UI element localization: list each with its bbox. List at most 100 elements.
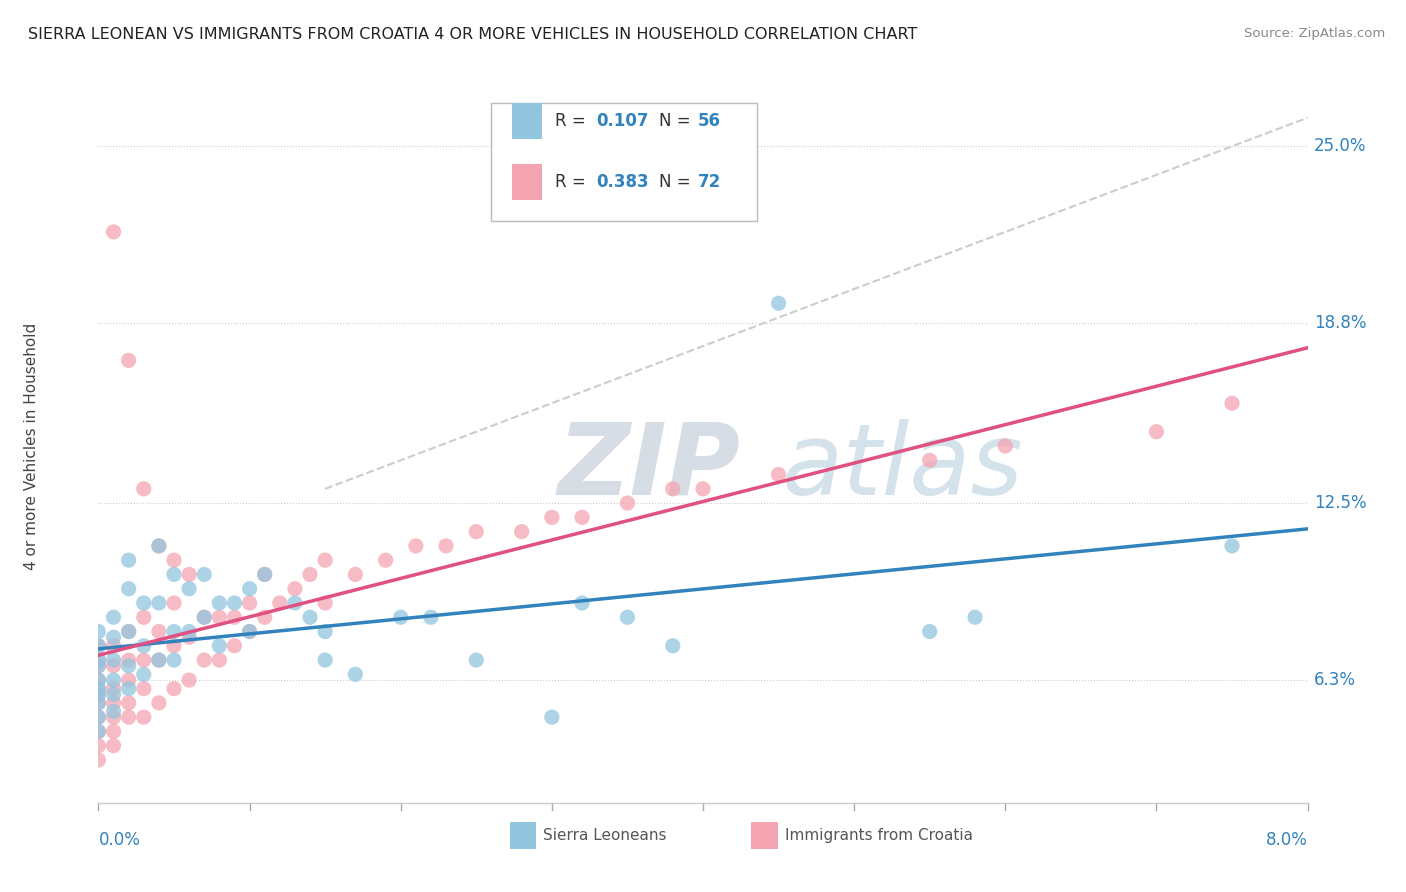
FancyBboxPatch shape: [509, 822, 536, 849]
Point: [253, 567, 276, 582]
Text: 0.107: 0.107: [596, 112, 650, 130]
Point: [87, 681, 110, 696]
Point: [148, 653, 170, 667]
Point: [1146, 425, 1168, 439]
Point: [224, 596, 246, 610]
Point: [103, 630, 125, 644]
Point: [103, 705, 125, 719]
Point: [87, 681, 110, 696]
Point: [208, 653, 231, 667]
Point: [918, 453, 941, 467]
Point: [284, 596, 307, 610]
FancyBboxPatch shape: [492, 103, 758, 221]
Point: [132, 667, 155, 681]
Point: [87, 658, 110, 673]
Point: [132, 596, 155, 610]
Point: [208, 610, 231, 624]
Text: 25.0%: 25.0%: [1313, 137, 1367, 155]
Point: [616, 610, 638, 624]
Point: [132, 639, 155, 653]
Point: [118, 582, 141, 596]
Point: [239, 624, 262, 639]
Point: [540, 510, 562, 524]
Text: Source: ZipAtlas.com: Source: ZipAtlas.com: [1244, 27, 1385, 40]
Point: [420, 610, 443, 624]
Point: [87, 724, 110, 739]
Point: [163, 639, 186, 653]
Point: [510, 524, 533, 539]
Text: N =: N =: [659, 112, 696, 130]
Point: [253, 567, 276, 582]
Point: [661, 639, 683, 653]
Point: [299, 610, 322, 624]
Point: [299, 567, 322, 582]
Text: 6.3%: 6.3%: [1313, 671, 1355, 689]
Point: [239, 596, 262, 610]
Point: [87, 710, 110, 724]
Point: [87, 696, 110, 710]
Point: [87, 624, 110, 639]
Point: [148, 596, 170, 610]
Point: [103, 653, 125, 667]
Point: [103, 610, 125, 624]
Point: [465, 524, 488, 539]
Point: [148, 539, 170, 553]
Point: [87, 687, 110, 701]
Point: [103, 639, 125, 653]
Point: [661, 482, 683, 496]
Point: [103, 696, 125, 710]
Point: [87, 653, 110, 667]
Point: [103, 739, 125, 753]
Point: [179, 673, 201, 687]
Point: [103, 673, 125, 687]
Point: [118, 553, 141, 567]
Text: 0.383: 0.383: [596, 173, 650, 191]
Text: Immigrants from Croatia: Immigrants from Croatia: [785, 828, 973, 843]
Point: [118, 681, 141, 696]
Point: [148, 624, 170, 639]
Point: [132, 482, 155, 496]
Point: [405, 539, 427, 553]
Text: 56: 56: [699, 112, 721, 130]
Point: [148, 653, 170, 667]
Point: [103, 687, 125, 701]
Point: [87, 673, 110, 687]
Text: N =: N =: [659, 173, 696, 191]
Point: [269, 596, 291, 610]
Text: 72: 72: [699, 173, 721, 191]
Point: [239, 624, 262, 639]
Point: [118, 624, 141, 639]
Point: [571, 596, 593, 610]
Point: [87, 724, 110, 739]
Point: [540, 710, 562, 724]
Point: [163, 553, 186, 567]
Point: [1220, 539, 1243, 553]
Point: [118, 696, 141, 710]
Point: [193, 567, 215, 582]
Point: [224, 639, 246, 653]
Point: [179, 567, 201, 582]
Point: [571, 510, 593, 524]
Point: [103, 225, 125, 239]
Point: [193, 610, 215, 624]
Point: [87, 639, 110, 653]
Point: [179, 630, 201, 644]
FancyBboxPatch shape: [751, 822, 778, 849]
Text: 8.0%: 8.0%: [1265, 831, 1308, 849]
Point: [118, 673, 141, 687]
Point: [163, 624, 186, 639]
Point: [118, 710, 141, 724]
Point: [148, 696, 170, 710]
Point: [179, 582, 201, 596]
Point: [118, 624, 141, 639]
Point: [374, 553, 396, 567]
Text: 0.0%: 0.0%: [98, 831, 141, 849]
Point: [87, 739, 110, 753]
Point: [87, 673, 110, 687]
Point: [103, 724, 125, 739]
Point: [163, 681, 186, 696]
Point: [768, 296, 790, 310]
Text: ZIP: ZIP: [558, 419, 741, 516]
Point: [208, 639, 231, 653]
Point: [118, 353, 141, 368]
